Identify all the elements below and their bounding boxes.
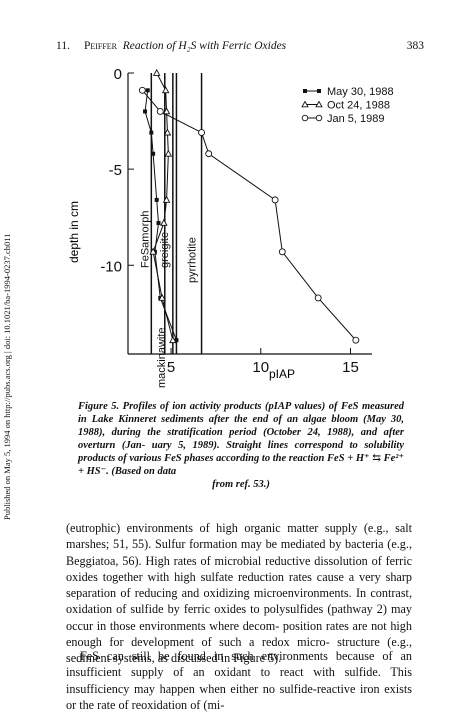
caption-text: Profiles of ion activity products (pIAP … — [78, 401, 405, 477]
x-axis-label: pIAP — [269, 367, 295, 381]
data-point-triangle — [160, 218, 168, 226]
data-point-square — [151, 151, 156, 156]
data-point-triangle — [162, 195, 171, 203]
data-point-triangle — [149, 247, 157, 255]
reference-lines-group: FeSamorph mackinawite greigite pyrrhotite — [139, 73, 203, 388]
data-point-circle — [205, 150, 213, 158]
series-group — [138, 68, 360, 344]
author-name: Peiffer — [83, 40, 118, 52]
y-tick-label: -10 — [100, 258, 122, 275]
x-tick-label: 5 — [167, 359, 175, 376]
tick-group: 0 -5 -10 5 10 15 — [100, 66, 359, 376]
data-point-circle — [138, 86, 146, 94]
data-point-square — [145, 88, 150, 93]
body-paragraph-2: FeS can still be found in such environme… — [66, 649, 412, 712]
legend-marker-circle — [301, 114, 309, 122]
data-point-square — [149, 130, 154, 135]
y-axis-label: depth in cm — [67, 201, 81, 263]
page-number: 383 — [406, 40, 424, 52]
figure-chart: 0 -5 -10 5 10 15 FeSamorph mackinawite greigite… — [67, 66, 394, 388]
x-tick-label: 15 — [342, 359, 359, 376]
legend-entry: Oct 24, 1988 — [327, 100, 390, 112]
chapter-number: 11. — [56, 40, 70, 52]
data-point-circle — [198, 129, 206, 137]
data-point-square — [143, 109, 148, 114]
series-line — [152, 72, 174, 341]
data-point-square — [154, 197, 159, 202]
y-tick-label: -5 — [109, 162, 122, 179]
data-point-circle — [314, 294, 322, 302]
caption-label: Figure 5. — [78, 401, 120, 412]
data-point-circle — [352, 336, 360, 344]
data-point-square — [156, 220, 161, 225]
reference-line-label: greigite — [159, 232, 171, 268]
data-point-triangle — [169, 336, 177, 344]
data-point-triangle — [163, 128, 172, 136]
legend-marker-square — [303, 89, 307, 93]
x-tick-label: 10 — [252, 359, 269, 376]
data-point-triangle — [158, 293, 166, 301]
figure-caption: Figure 5. Profiles of ion activity produ… — [78, 400, 404, 491]
data-point-circle — [156, 108, 164, 115]
legend-entry: May 30, 1988 — [327, 86, 394, 98]
legend-marker-circle — [315, 114, 323, 122]
plot-frame-group — [127, 73, 372, 355]
data-point-circle — [278, 248, 286, 256]
reference-line-label: mackinawite — [156, 327, 168, 388]
legend-marker-square — [317, 89, 321, 93]
reference-line-label: FeSamorph — [139, 211, 151, 268]
legend-entry: Jan 5, 1989 — [327, 113, 385, 125]
data-point-triangle — [164, 149, 173, 157]
caption-source: from ref. 53.) — [212, 479, 270, 490]
data-point-triangle — [162, 107, 171, 115]
y-tick-label: 0 — [114, 66, 122, 83]
data-point-square — [174, 338, 179, 343]
data-point-triangle — [161, 86, 170, 94]
series-line — [141, 89, 357, 341]
reference-line-label: pyrrhotite — [187, 237, 199, 283]
chapter-title: Reaction of H₂S with Ferric Oxides — [122, 40, 287, 52]
legend-marker-triangle — [315, 100, 323, 108]
data-point-circle — [271, 196, 279, 204]
legend-marker-triangle — [301, 100, 309, 108]
running-title: 11. Peiffer Reaction of H₂S with Ferric O… — [56, 40, 286, 52]
data-point-triangle — [152, 68, 161, 76]
body-paragraph-1: (eutrophic) environments of high organic… — [66, 521, 412, 666]
